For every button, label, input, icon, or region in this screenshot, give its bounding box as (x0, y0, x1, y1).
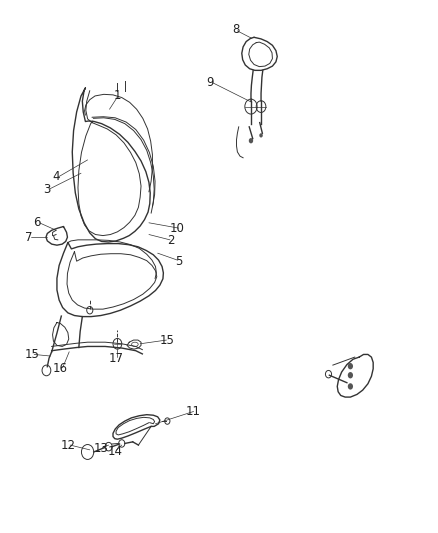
Text: 14: 14 (107, 446, 122, 458)
Circle shape (249, 138, 253, 143)
Text: 1: 1 (113, 90, 121, 102)
Circle shape (348, 363, 353, 369)
Text: 13: 13 (93, 442, 108, 455)
Text: 2: 2 (167, 235, 175, 247)
Text: 6: 6 (33, 216, 41, 229)
Text: 17: 17 (109, 352, 124, 365)
Text: 16: 16 (53, 362, 68, 375)
Text: 8: 8 (232, 23, 239, 36)
Text: 15: 15 (25, 348, 39, 361)
Text: 3: 3 (43, 183, 50, 196)
Text: 4: 4 (52, 171, 60, 183)
Circle shape (259, 133, 263, 138)
Text: 5: 5 (175, 255, 182, 268)
Circle shape (348, 383, 353, 390)
Circle shape (348, 372, 353, 378)
Text: 15: 15 (160, 334, 175, 346)
Text: 9: 9 (206, 76, 214, 89)
Text: 11: 11 (185, 405, 200, 418)
Text: 12: 12 (60, 439, 75, 451)
Text: 10: 10 (170, 222, 185, 235)
Text: 7: 7 (25, 231, 32, 244)
